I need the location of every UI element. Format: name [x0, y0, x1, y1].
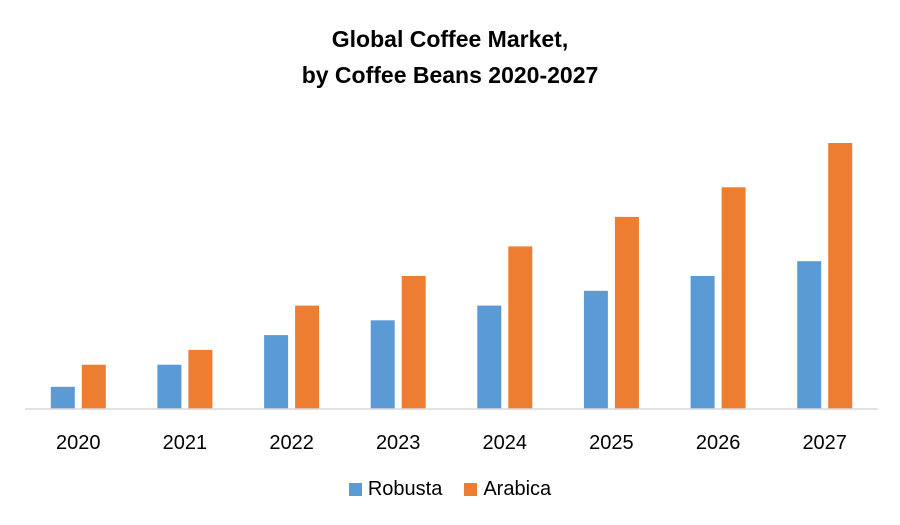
bar-robusta-2020 [50, 386, 75, 409]
legend-item-arabica: Arabica [464, 478, 551, 501]
bar-robusta-2024 [477, 305, 502, 409]
bar-robusta-2021 [157, 364, 182, 409]
bar-arabica-2025 [614, 216, 639, 409]
x-tick-label-2020: 2020 [56, 432, 101, 454]
x-tick-label-2022: 2022 [269, 432, 314, 454]
legend-item-robusta: Robusta [348, 478, 443, 501]
legend-swatch-arabica [464, 483, 478, 496]
legend-label-arabica: Arabica [483, 478, 552, 500]
bar-robusta-2026 [690, 276, 715, 409]
legend: Robusta Arabica [0, 478, 900, 501]
bar-robusta-2025 [583, 290, 608, 409]
bar-arabica-2023 [401, 276, 426, 409]
bar-arabica-2021 [188, 349, 213, 409]
legend-swatch-robusta [348, 483, 362, 496]
x-tick-label-2025: 2025 [589, 432, 634, 454]
x-tick-label-2023: 2023 [376, 432, 421, 454]
chart-title-line-2: by Coffee Beans 2020-2027 [301, 62, 599, 88]
x-tick-labels: 2020 2021 2022 2023 2024 2025 2026 2027 [56, 432, 847, 454]
bar-arabica-2024 [508, 246, 533, 409]
x-tick-label-2021: 2021 [163, 432, 208, 454]
chart-title-line-1: Global Coffee Market, [331, 26, 569, 52]
bar-arabica-2020 [81, 364, 106, 409]
x-tick-label-2027: 2027 [802, 432, 847, 454]
bar-arabica-2027 [828, 143, 853, 409]
x-tick-label-2024: 2024 [483, 432, 528, 454]
legend-label-robusta: Robusta [367, 478, 443, 500]
bar-arabica-2022 [295, 305, 320, 409]
bar-robusta-2022 [264, 335, 289, 409]
bar-robusta-2027 [797, 261, 822, 409]
bars-group [50, 143, 853, 409]
x-tick-label-2026: 2026 [696, 432, 741, 454]
bar-arabica-2026 [721, 187, 746, 409]
bar-robusta-2023 [370, 320, 395, 409]
